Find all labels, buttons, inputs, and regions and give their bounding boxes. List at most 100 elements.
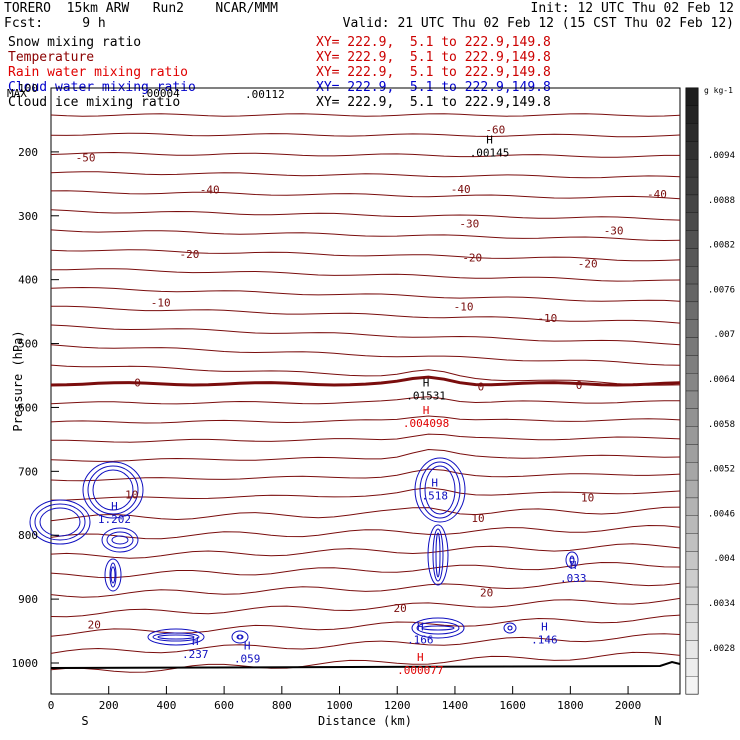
colorbar-band (685, 373, 699, 392)
isotherm-line (50, 448, 681, 462)
valid-time: Valid: 21 UTC Thu 02 Feb 12 (15 CST Thu … (342, 16, 734, 31)
isotherm-line (50, 487, 681, 501)
isotherm-line (50, 415, 681, 424)
init-time: Init: 12 UTC Thu 02 Feb 12 (530, 1, 735, 16)
isotherm-line (50, 209, 681, 221)
extremum-symbol: H (111, 500, 118, 513)
temperature-label: 20 (393, 602, 406, 615)
extremum-value: .237 (182, 648, 209, 661)
forecast-hour: Fcst: 9 h (4, 16, 106, 31)
isotherm-line (50, 344, 681, 366)
cloud-contour (435, 532, 441, 578)
colorbar-band (685, 640, 699, 659)
temperature-label: 10 (125, 488, 138, 501)
x-tick-label: 1600 (499, 699, 526, 712)
cloud-contour (421, 625, 455, 631)
field-temperature-xy: XY= 222.9, 5.1 to 222.9,149.8 (316, 50, 551, 65)
y-tick-label: 600 (18, 401, 38, 414)
colorbar-band (685, 176, 699, 196)
direction-south: S (81, 714, 88, 728)
cloud-contour (432, 528, 444, 582)
isotherm-line (50, 580, 681, 598)
colorbar-unit: g kg-1 (704, 86, 733, 95)
temperature-label: -10 (151, 297, 171, 310)
cloud-contour (411, 617, 465, 639)
cloud-contour (152, 632, 200, 642)
field-cloudice-name: Cloud ice mixing ratio (8, 95, 181, 110)
extremum-symbol: H (570, 559, 577, 572)
isotherm-line (50, 633, 681, 654)
temperature-label: -40 (451, 183, 471, 196)
cloud-contour (29, 499, 91, 545)
colorbar-band (685, 569, 699, 588)
colorbar-band (685, 230, 699, 249)
cloud-contour (87, 465, 139, 515)
colorbar-tick-label: .0052 (708, 465, 735, 475)
extremum-value: .518 (421, 490, 448, 503)
plot-frame (50, 87, 681, 695)
extremum-symbol: H (417, 620, 424, 633)
x-tick-label: 400 (156, 699, 176, 712)
temperature-label: -30 (604, 224, 624, 237)
extrema-markers: H.00145H.01531H.004098H1.202H.518H.033H.… (98, 134, 587, 678)
temperature-label: -50 (76, 152, 96, 165)
colorbar-band (685, 658, 699, 677)
cloud-contour (507, 625, 513, 631)
extremum-symbol: H (431, 477, 438, 490)
colorbar-tick-label: .0046 (708, 509, 735, 519)
x-tick-label: 1000 (326, 699, 353, 712)
isotherm-line (50, 651, 681, 673)
x-tick-label: 800 (272, 699, 292, 712)
extremum-symbol: H (417, 651, 424, 664)
isotherm-line (50, 151, 680, 158)
cloud-contour (231, 630, 249, 644)
extremum-symbol: H (192, 635, 199, 648)
colorbar-tick-label: .0076 (708, 285, 735, 295)
isotherm-line (50, 113, 681, 117)
y-tick-label: 800 (18, 529, 38, 542)
temperature-label: -30 (459, 217, 479, 230)
y-tick-label: 200 (18, 146, 38, 159)
colorbar-band (685, 408, 699, 427)
field-temperature-name: Temperature (8, 50, 95, 65)
field-cloudice-xy: XY= 222.9, 5.1 to 222.9,149.8 (316, 95, 551, 110)
isotherm-line (50, 324, 681, 346)
colorbar-band (685, 248, 699, 267)
cloud-contour (110, 566, 116, 584)
y-tick-label: 1000 (12, 657, 39, 670)
cloud-contour (104, 558, 122, 592)
temperature-contour-lines (50, 113, 681, 673)
colorbar-band (685, 586, 699, 606)
isotherm-line (50, 190, 681, 200)
isotherm-line (50, 268, 681, 282)
cloud-contour (414, 457, 466, 523)
temperature-label: 0 (576, 379, 583, 392)
cloud-contour (419, 461, 461, 519)
cloud-contour (82, 461, 144, 519)
cloud-contour (39, 507, 81, 537)
cloud-contour (416, 621, 460, 635)
cloud-contour (237, 634, 243, 640)
colorbar-band (685, 283, 699, 303)
x-tick-label: 200 (99, 699, 119, 712)
cloud-contour (424, 465, 456, 515)
extremum-value: .059 (234, 653, 261, 666)
colorbar-tick-label: .0082 (708, 241, 735, 251)
cloud-ice-value: .00112 (245, 88, 285, 101)
x-axis-title: Distance (km) (318, 714, 412, 728)
isotherm-line (50, 286, 681, 302)
extremum-value: 1.202 (98, 513, 131, 526)
extremum-symbol: H (423, 376, 430, 389)
colorbar-band (685, 212, 699, 231)
colorbar-tick-label: .0088 (708, 196, 735, 206)
temperature-label: -40 (200, 184, 220, 197)
temperature-label: 20 (480, 587, 493, 600)
extremum-value: .033 (560, 572, 587, 585)
colorbar-tick-label: .0034 (708, 599, 735, 609)
temperature-label: -10 (454, 301, 474, 314)
isotherm-line (50, 561, 681, 579)
cloud-contour (109, 562, 117, 588)
colorbar-tick-label: .0094 (708, 151, 735, 161)
colorbar-band (685, 622, 699, 641)
field-snow-name: Snow mixing ratio (8, 35, 142, 50)
